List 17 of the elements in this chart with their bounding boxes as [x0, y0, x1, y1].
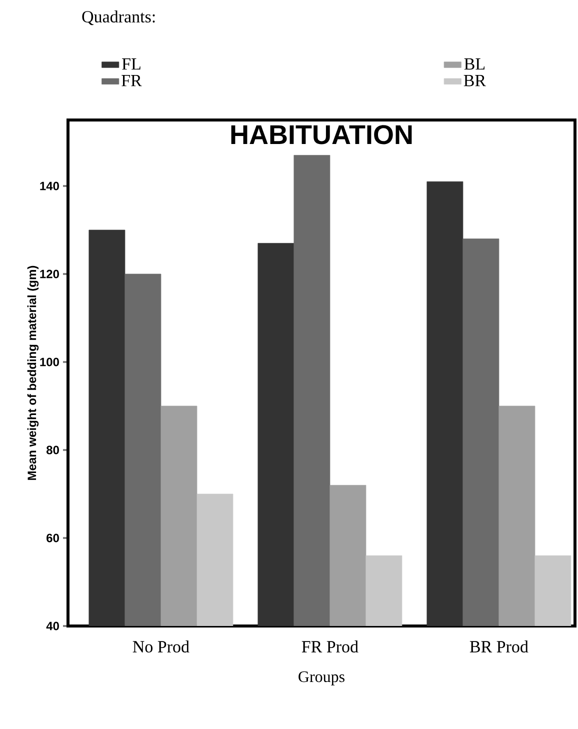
y-tick-label: 40 [46, 622, 59, 630]
y-axis-title: Mean weight of bedding material (gm) [27, 266, 39, 480]
y-tick-label: 60 [46, 534, 59, 542]
y-tick-label: 80 [46, 446, 59, 454]
chart-title: HABITUATION [231, 125, 412, 144]
legend-label: FR [122, 75, 142, 86]
x-axis-title: Groups [298, 671, 344, 686]
legend-label: FL [122, 58, 140, 70]
legend-label: BL [464, 58, 485, 70]
x-tick-label: BR Prod [470, 640, 528, 652]
legend-title: Quadrants: [82, 10, 155, 26]
y-tick-label: 140 [40, 182, 59, 190]
legend-label: BR [464, 75, 486, 86]
y-tick-label: 100 [40, 358, 59, 366]
y-tick-label: 120 [40, 270, 59, 278]
x-tick-label: No Prod [132, 640, 190, 652]
x-tick-label: FR Prod [302, 640, 358, 652]
